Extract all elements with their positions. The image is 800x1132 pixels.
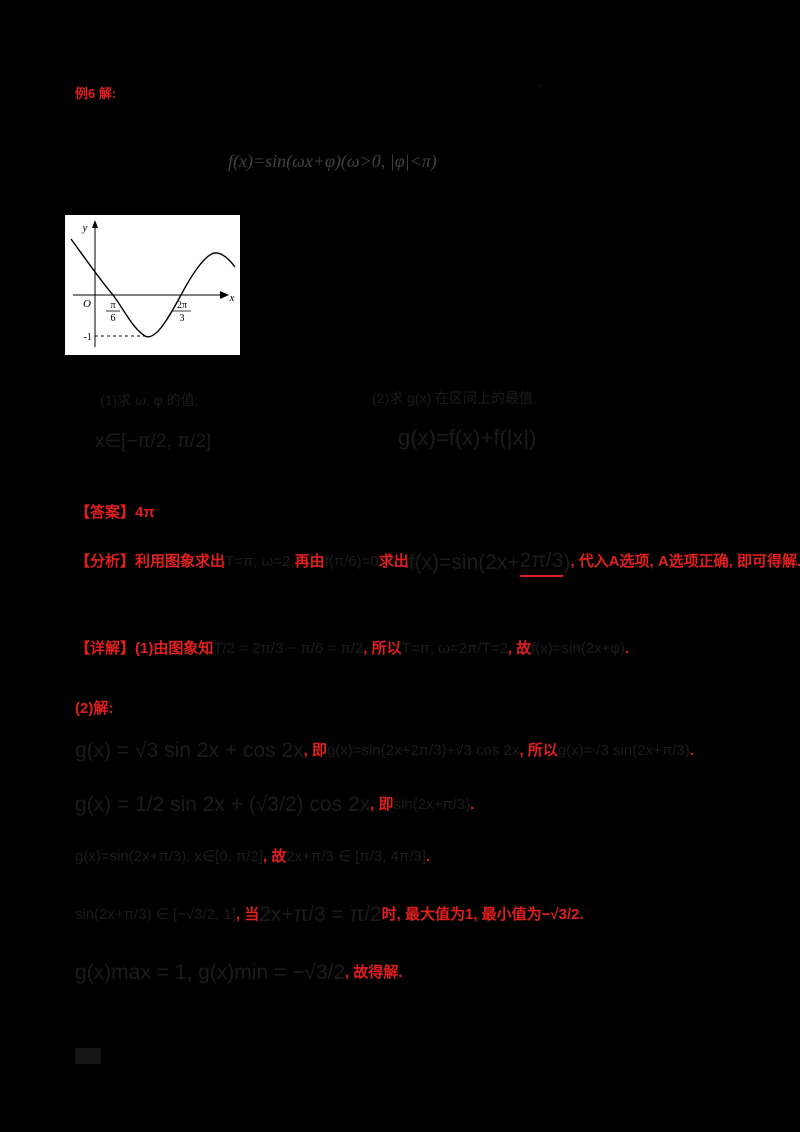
origin-label: O	[83, 298, 91, 310]
stray-mark: ·	[538, 80, 541, 93]
math-text: T=π, ω=2π/T=2	[401, 640, 508, 657]
red-annotation-text: (2)解:	[75, 700, 114, 717]
math-text: sin(2x+π/3)	[393, 795, 471, 813]
red-annotation-text: , 故得解.	[345, 963, 403, 981]
trig-plot: y x O -1 π 6 2π 3	[70, 220, 236, 347]
math-text: g(x)=√3 sin(2x+π/3)	[557, 741, 690, 759]
red-annotation-text: 【详解】(1)由图象知	[75, 640, 214, 657]
math-text: f(x)=sin(2x+φ)	[531, 640, 626, 657]
x-axis-label: x	[229, 292, 235, 304]
math-text: x∈[−π/2, π/2]	[95, 431, 212, 452]
part2-label: (2)解:	[75, 700, 113, 719]
math-text: f(x)=sin(ωx+φ)(ω>0, |φ|<π)	[228, 151, 437, 171]
red-annotation-text: 求出	[378, 553, 409, 571]
red-annotation-text: 再由	[294, 553, 325, 571]
tick-2pi3-denominator: 3	[180, 313, 185, 324]
math-text: )	[563, 550, 571, 574]
solution-line-3: g(x)=sin(2x+π/3), x∈[0, π/2], 故 2x+π/3 ∈…	[75, 848, 430, 867]
solution-line-1: g(x) = √3 sin 2x + cos 2x, 即 g(x)=sin(2x…	[75, 738, 694, 764]
tick-pi6-numerator: π	[110, 300, 115, 311]
math-text: (2)求 g(x) 在区间上的最值.	[372, 390, 537, 406]
solution-line-2: g(x) = 1/2 sin 2x + (√3/2) cos 2x, 即 sin…	[75, 792, 474, 818]
math-text: ·	[538, 80, 542, 91]
math-text: 2x+π/3 = π/2	[259, 903, 382, 926]
answer-line: 【答案】4π	[75, 504, 155, 523]
red-annotation-text: , 即	[303, 741, 327, 759]
question-part2: (2)求 g(x) 在区间上的最值.	[372, 390, 537, 408]
red-annotation-text: .	[470, 795, 475, 813]
detail-line-1: 【详解】(1)由图象知 T/2 = 2π/3 − π/6 = π/2 , 所以 …	[75, 640, 629, 659]
red-annotation-text: 例6 解:	[75, 86, 117, 101]
red-annotation-text: , 所以	[363, 640, 402, 657]
math-text: g(x) = 1/2 sin 2x + (√3/2) cos 2x	[75, 793, 371, 816]
math-text: sin(2x+π/3) ∈ [−√3/2, 1]	[75, 905, 236, 923]
question-interval: x∈[−π/2, π/2]	[95, 430, 211, 454]
function-graph-figure: y x O -1 π 6 2π 3	[65, 215, 240, 355]
math-text: 2x+π/3 ∈ [π/3, 4π/3]	[286, 848, 426, 865]
y-axis-arrow	[92, 220, 98, 228]
math-text: T=π, ω=2,	[225, 553, 295, 571]
page-number-block	[75, 1048, 101, 1064]
red-annotation-text: .	[689, 741, 694, 759]
red-annotation-text: , 即	[370, 795, 394, 813]
math-text: g(x) = √3 sin 2x + cos 2x	[75, 739, 304, 762]
tick-pi6-denominator: 6	[111, 313, 116, 324]
tick-2pi3-numerator: 2π	[177, 300, 187, 311]
y-axis-label: y	[82, 222, 88, 234]
min-value-label: -1	[84, 332, 92, 343]
math-text: f(π/6)=0	[324, 553, 379, 571]
red-annotation-text: 时	[381, 905, 397, 923]
problem-formula: f(x)=sin(ωx+φ)(ω>0, |φ|<π)	[228, 150, 437, 173]
analysis-line: 【分析】利用图象求出 T=π, ω=2, 再由 f(π/6)=0 求出 f(x)…	[75, 548, 800, 578]
red-annotation-text: .	[425, 848, 431, 865]
solution-line-4: sin(2x+π/3) ∈ [−√3/2, 1], 当 2x+π/3 = π/2…	[75, 902, 584, 928]
math-text: 2π/3	[519, 548, 564, 578]
x-axis-arrow	[220, 291, 229, 299]
math-text: T/2 = 2π/3 − π/6 = π/2	[213, 640, 364, 657]
red-annotation-text: , 故	[507, 640, 532, 657]
red-annotation-text: 【分析】利用图象求出	[75, 553, 226, 571]
red-annotation-text: , 故	[263, 848, 287, 865]
math-text: g(x)=sin(2x+2π/3)+√3 cos 2x	[326, 741, 520, 759]
question-part1: (1)求 ω, φ 的值;	[100, 392, 199, 410]
red-annotation-text: , 当	[235, 905, 260, 923]
math-text: g(x)max = 1, g(x)min = −√3/2	[75, 961, 346, 984]
red-annotation-text: , 所以	[519, 741, 558, 759]
math-text: f(x)=sin(2x+	[408, 550, 520, 574]
red-annotation-text: .	[625, 640, 630, 657]
math-text: g(x)=sin(2x+π/3), x∈[0, π/2]	[75, 848, 263, 865]
red-annotation-text: , 代入A选项, A选项正确, 即可得解.	[570, 553, 800, 571]
question-gx: g(x)=f(x)+f(|x|)	[398, 424, 537, 452]
sine-curve	[70, 238, 236, 338]
red-annotation-text: , 最大值为1, 最小值为−√3/2.	[396, 905, 584, 923]
example-label: 例6 解:	[75, 86, 116, 102]
solution-line-5: g(x)max = 1, g(x)min = −√3/2, 故得解.	[75, 960, 403, 986]
math-text: g(x)=f(x)+f(|x|)	[398, 425, 537, 450]
math-text: (1)求 ω, φ 的值;	[100, 392, 199, 408]
red-annotation-text: 【答案】4π	[75, 504, 155, 521]
